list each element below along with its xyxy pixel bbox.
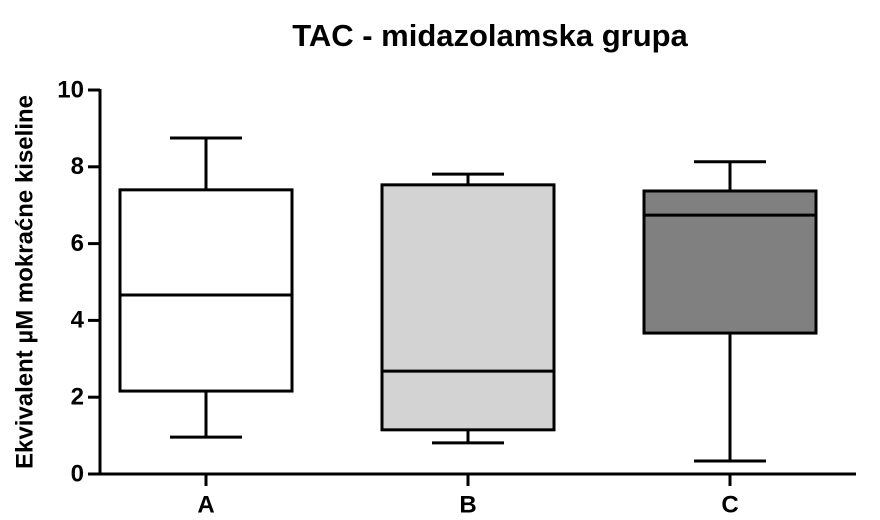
y-tick-label: 0 xyxy=(71,460,84,487)
x-tick-label: A xyxy=(197,491,214,518)
chart-title: TAC - midazolamska grupa xyxy=(292,18,688,53)
y-tick-label: 10 xyxy=(57,76,84,103)
y-tick-label: 8 xyxy=(71,153,84,180)
box xyxy=(380,183,556,432)
y-axis-label: Ekvivalent µM mokraćne kiseline xyxy=(11,95,38,469)
y-tick-label: 2 xyxy=(71,384,84,411)
box xyxy=(642,189,818,335)
box xyxy=(118,188,294,393)
y-tick-label: 4 xyxy=(71,307,85,334)
x-tick-label: B xyxy=(459,491,476,518)
x-tick-label: C xyxy=(721,491,738,518)
y-tick-label: 6 xyxy=(71,230,84,257)
